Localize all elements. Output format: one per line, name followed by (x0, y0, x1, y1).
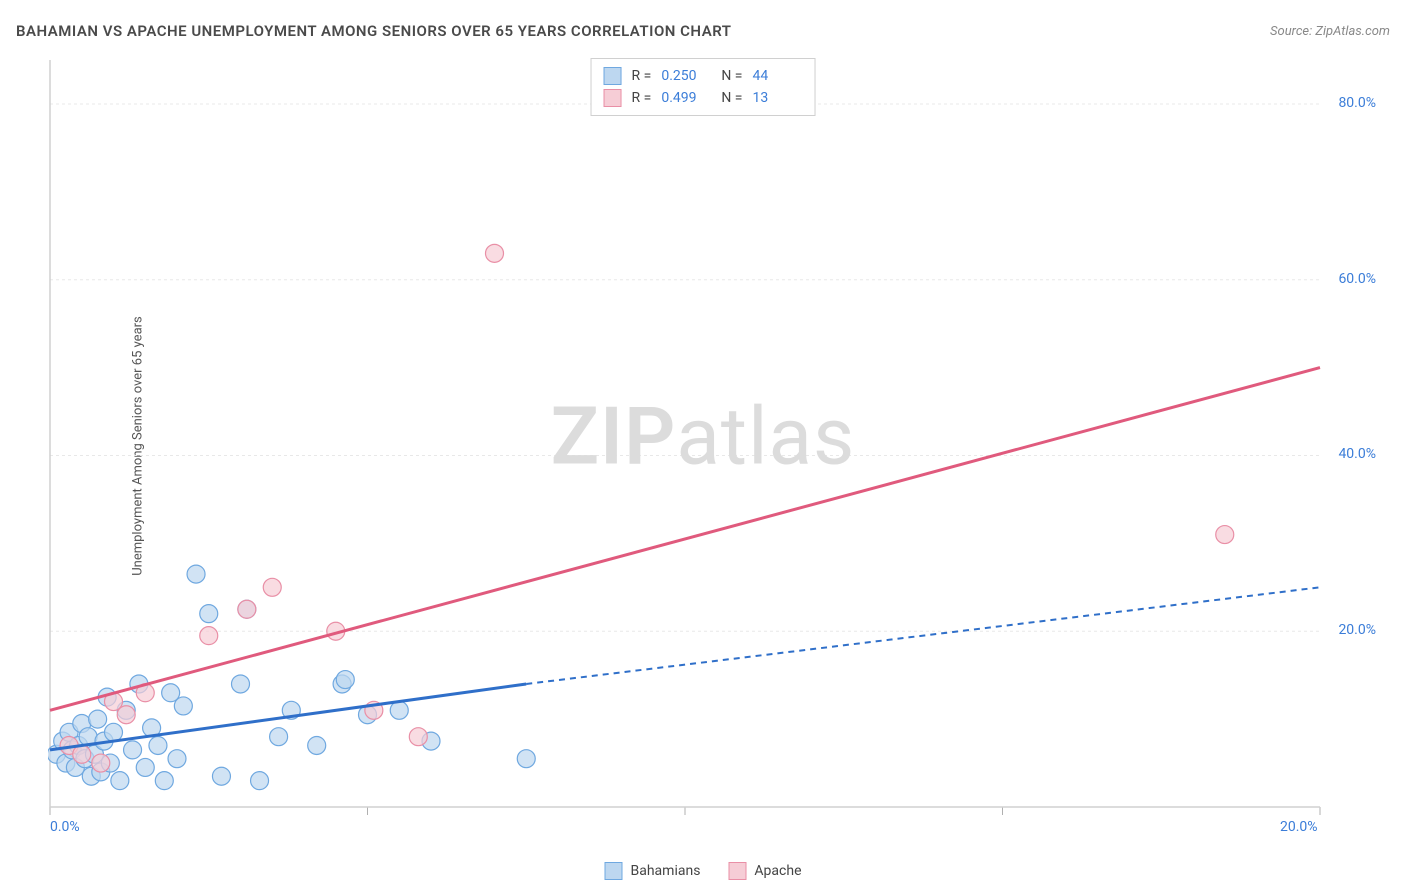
legend-item: Apache (728, 862, 801, 880)
swatch-icon (604, 67, 622, 85)
swatch-icon (604, 89, 622, 107)
legend-label: Apache (754, 863, 801, 879)
legend-row: R = 0.499 N = 13 (604, 87, 803, 109)
data-point (136, 758, 154, 776)
legend-item: Bahamians (605, 862, 701, 880)
data-point (263, 578, 281, 596)
chart-title: BAHAMIAN VS APACHE UNEMPLOYMENT AMONG SE… (16, 22, 731, 40)
data-point (200, 627, 218, 645)
x-tick-label: 0.0% (50, 819, 80, 835)
legend-row: R = 0.250 N = 44 (604, 65, 803, 87)
trend-line-extrapolated (526, 587, 1320, 684)
data-point (174, 697, 192, 715)
data-point (212, 767, 230, 785)
data-point (517, 750, 535, 768)
data-point (232, 675, 250, 693)
series-legend: Bahamians Apache (605, 862, 802, 880)
n-value: 13 (752, 90, 802, 106)
data-point (308, 736, 326, 754)
data-point (168, 750, 186, 768)
trend-line (50, 368, 1320, 711)
data-point (200, 605, 218, 623)
r-value: 0.499 (661, 90, 711, 106)
data-point (1216, 526, 1234, 544)
source-label: Source: ZipAtlas.com (1270, 24, 1390, 39)
y-tick-label: 60.0% (1338, 271, 1376, 287)
x-tick-label: 20.0% (1280, 819, 1318, 835)
swatch-icon (605, 862, 623, 880)
swatch-icon (728, 862, 746, 880)
data-point (105, 723, 123, 741)
data-point (390, 701, 408, 719)
y-tick-label: 20.0% (1338, 622, 1376, 638)
data-point (251, 772, 269, 790)
r-label: R = (632, 90, 652, 106)
data-point (270, 728, 288, 746)
n-label: N = (721, 68, 742, 84)
data-point (149, 736, 167, 754)
correlation-legend: R = 0.250 N = 44 R = 0.499 N = 13 (591, 58, 816, 116)
data-point (486, 244, 504, 262)
data-point (238, 600, 256, 618)
data-point (89, 710, 107, 728)
data-point (187, 565, 205, 583)
chart-area (48, 55, 1380, 837)
data-point (409, 728, 427, 746)
r-value: 0.250 (661, 68, 711, 84)
n-label: N = (721, 90, 742, 106)
legend-label: Bahamians (631, 863, 701, 879)
y-tick-label: 40.0% (1338, 446, 1376, 462)
n-value: 44 (752, 68, 802, 84)
data-point (111, 772, 129, 790)
y-tick-label: 80.0% (1338, 95, 1376, 111)
data-point (117, 706, 135, 724)
data-point (155, 772, 173, 790)
r-label: R = (632, 68, 652, 84)
data-point (124, 741, 142, 759)
data-point (92, 754, 110, 772)
scatter-plot (48, 55, 1380, 837)
data-point (336, 671, 354, 689)
data-point (73, 745, 91, 763)
